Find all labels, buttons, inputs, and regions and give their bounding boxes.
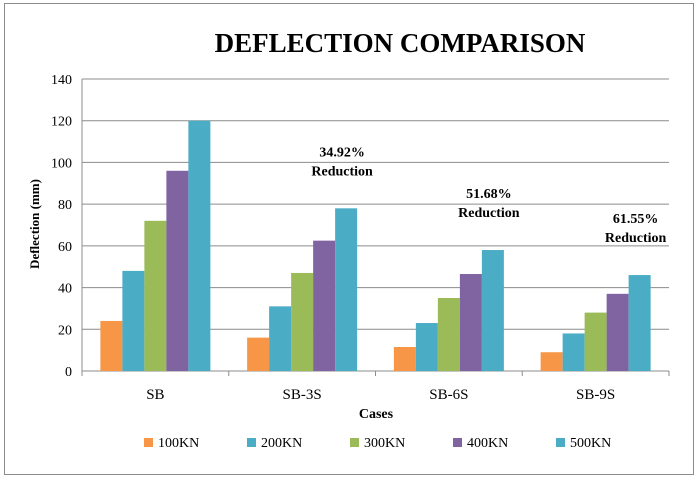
- legend-label: 500KN: [570, 436, 611, 451]
- bar-500KN-SB-9S: [628, 275, 651, 371]
- legend: 100KN 200KN 300KN 400KN 500KN: [144, 436, 611, 451]
- chart-title: DEFLECTION COMPARISON: [215, 28, 586, 58]
- y-tick-label: 20: [58, 323, 72, 338]
- bar-200KN-SB-6S: [415, 323, 438, 371]
- chart-frame: DEFLECTION COMPARISON 0 20 40 60 80 100 120 140…: [4, 3, 694, 475]
- y-tick-label: 40: [58, 282, 72, 297]
- bar-200KN-SB-9S: [562, 333, 585, 371]
- axes: 0 20 40 60 80 100 120 140 SB SB-3S SB-6S SB-9S: [51, 73, 670, 403]
- bar-500KN-SB-3S: [335, 208, 358, 371]
- bars: [100, 120, 651, 371]
- x-tick-label: SB-6S: [429, 387, 468, 403]
- bar-500KN-SB: [188, 120, 211, 371]
- x-tick-label: SB-3S: [283, 387, 322, 403]
- x-tick-label: SB: [146, 387, 164, 403]
- y-tick-label: 60: [58, 240, 72, 255]
- y-tick-label: 80: [58, 198, 72, 213]
- annotation-line: Reduction: [458, 206, 520, 221]
- annotation-line: 51.68%: [466, 187, 512, 202]
- legend-label: 100KN: [158, 436, 199, 451]
- legend-swatch: [247, 438, 256, 447]
- bar-200KN-SB-3S: [269, 306, 292, 371]
- annotation-line: 61.55%: [613, 212, 659, 227]
- bar-100KN-SB-9S: [540, 352, 563, 371]
- annotation-line: 34.92%: [319, 145, 365, 160]
- x-tick-label: SB-9S: [576, 387, 615, 403]
- x-axis-label: Cases: [359, 407, 394, 422]
- y-axis-label: Deflection (mm): [27, 179, 42, 269]
- bar-100KN-SB-6S: [393, 347, 416, 371]
- y-tick-label: 120: [51, 115, 72, 130]
- bar-400KN-SB: [166, 170, 189, 371]
- annotation-line: Reduction: [311, 164, 373, 179]
- bar-200KN-SB: [122, 270, 145, 371]
- bar-100KN-SB-3S: [247, 337, 270, 371]
- bar-300KN-SB-9S: [584, 312, 607, 371]
- legend-label: 200KN: [261, 436, 302, 451]
- y-tick-label: 0: [65, 365, 72, 380]
- legend-swatch: [453, 438, 462, 447]
- deflection-bar-chart: DEFLECTION COMPARISON 0 20 40 60 80 100 120 140…: [27, 28, 670, 451]
- annotation-line: Reduction: [605, 231, 667, 246]
- legend-label: 300KN: [364, 436, 405, 451]
- bar-400KN-SB-9S: [606, 293, 629, 371]
- legend-swatch: [144, 438, 153, 447]
- bar-100KN-SB: [100, 320, 123, 371]
- bar-300KN-SB: [144, 220, 167, 371]
- annotations: 34.92% Reduction 51.68% Reduction 61.55% Redu…: [311, 145, 666, 246]
- y-tick-label: 100: [51, 156, 72, 171]
- legend-swatch: [556, 438, 565, 447]
- bar-500KN-SB-6S: [481, 250, 504, 371]
- bar-400KN-SB-6S: [459, 274, 482, 371]
- bar-400KN-SB-3S: [313, 240, 336, 371]
- legend-swatch: [350, 438, 359, 447]
- bar-300KN-SB-3S: [291, 272, 314, 371]
- y-tick-label: 140: [51, 73, 72, 88]
- bar-300KN-SB-6S: [437, 298, 460, 371]
- legend-label: 400KN: [467, 436, 508, 451]
